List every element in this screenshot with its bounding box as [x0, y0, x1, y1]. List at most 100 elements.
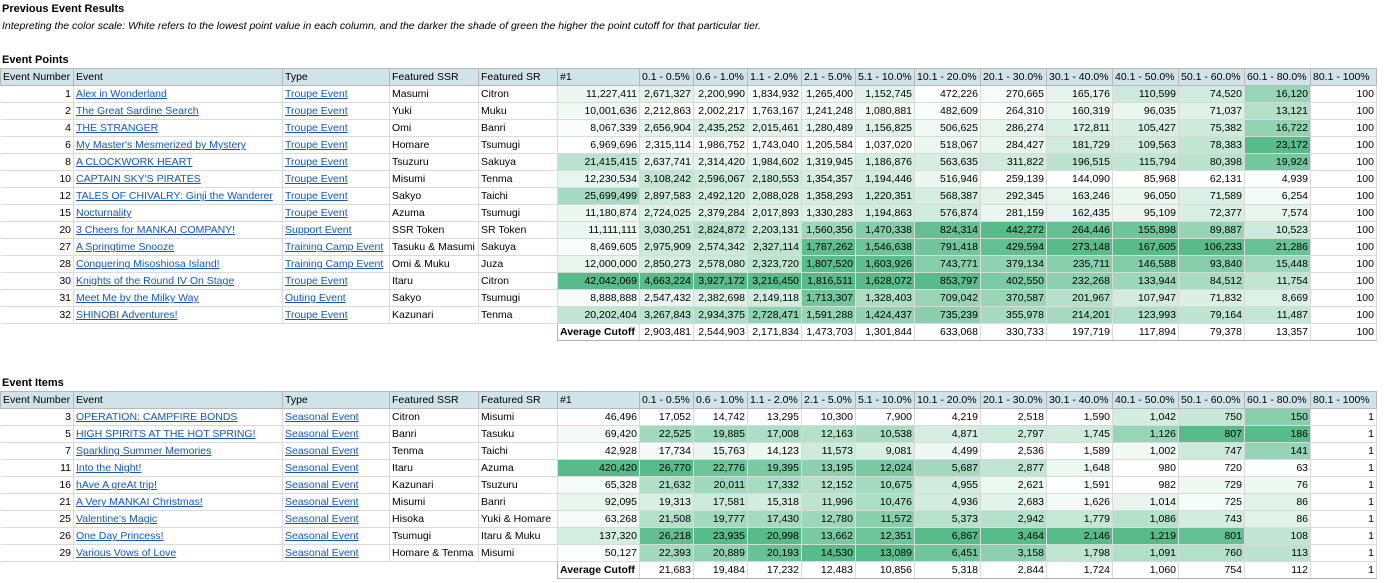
cutoff-cell[interactable]: 6,867 [914, 527, 981, 545]
event-link[interactable]: SHINOBI Adventures! [76, 309, 178, 321]
event-type-link[interactable]: Training Camp Event [285, 258, 384, 270]
event-type-cell[interactable]: Outing Event [282, 289, 390, 307]
cutoff-cell[interactable]: 123,993 [1112, 306, 1179, 324]
cutoff-cell[interactable]: 12,780 [801, 510, 856, 528]
event-link[interactable]: My Master's Mesmerized by Mystery [76, 139, 247, 151]
column-header-1-1-2-0[interactable]: 1.1 - 2.0% [747, 68, 802, 86]
cutoff-cell[interactable]: 21,508 [639, 510, 694, 528]
featured-sr-cell[interactable]: Yuki & Homare [478, 510, 558, 528]
featured-sr-cell[interactable]: Azuma [478, 459, 558, 477]
cutoff-cell[interactable]: 729 [1178, 476, 1245, 494]
column-header-40-1-50-0[interactable]: 40.1 - 50.0% [1112, 68, 1179, 86]
cutoff-cell[interactable]: 1,763,167 [747, 102, 802, 120]
event-type-link[interactable]: Troupe Event [285, 207, 348, 219]
cutoff-cell[interactable]: 2,671,327 [639, 85, 694, 103]
featured-sr-cell[interactable]: Banri [478, 493, 558, 511]
event-name-cell[interactable]: 3 Cheers for MANKAI COMPANY! [73, 221, 283, 239]
cutoff-cell[interactable]: 10,001,636 [557, 102, 640, 120]
featured-ssr-cell[interactable]: Hisoka [389, 510, 479, 528]
cutoff-cell[interactable]: 743 [1178, 510, 1245, 528]
event-name-cell[interactable]: Into the Night! [73, 459, 283, 477]
event-name-cell[interactable]: Knights of the Round IV On Stage [73, 272, 283, 290]
cutoff-cell[interactable]: 160,319 [1046, 102, 1113, 120]
event-type-cell[interactable]: Seasonal Event [282, 527, 390, 545]
cutoff-cell[interactable]: 1,470,338 [855, 221, 915, 239]
cutoff-cell[interactable]: 19,924 [1244, 153, 1311, 171]
cutoff-cell[interactable]: 13,295 [747, 408, 802, 426]
column-header-80-1-100[interactable]: 80.1 - 100% [1310, 68, 1377, 86]
column-header-featured-ssr[interactable]: Featured SSR [389, 391, 479, 409]
cutoff-cell[interactable]: 165,176 [1046, 85, 1113, 103]
event-name-cell[interactable]: My Master's Mesmerized by Mystery [73, 136, 283, 154]
featured-sr-cell[interactable]: Tenma [478, 306, 558, 324]
average-cutoff-cell[interactable]: 10,856 [855, 561, 915, 579]
column-header-event[interactable]: Event [73, 391, 283, 409]
cutoff-cell[interactable]: 1,591 [1046, 476, 1113, 494]
cutoff-cell[interactable]: 8,469,605 [557, 238, 640, 256]
cutoff-cell[interactable]: 96,035 [1112, 102, 1179, 120]
cutoff-cell[interactable]: 2,212,863 [639, 102, 694, 120]
cutoff-cell[interactable]: 11,487 [1244, 306, 1311, 324]
cutoff-cell[interactable]: 4,499 [914, 442, 981, 460]
featured-ssr-cell[interactable]: Tasuku & Masumi [389, 238, 479, 256]
cutoff-cell[interactable]: 1 [1310, 442, 1377, 460]
cutoff-cell[interactable]: 100 [1310, 272, 1377, 290]
cutoff-cell[interactable]: 2,942 [980, 510, 1047, 528]
cutoff-cell[interactable]: 100 [1310, 204, 1377, 222]
cutoff-cell[interactable]: 2,200,990 [693, 85, 748, 103]
event-type-link[interactable]: Support Event [285, 224, 352, 236]
cutoff-cell[interactable]: 22,776 [693, 459, 748, 477]
event-type-cell[interactable]: Troupe Event [282, 136, 390, 154]
average-cutoff-cell[interactable]: 1,724 [1046, 561, 1113, 579]
cutoff-cell[interactable]: 4,955 [914, 476, 981, 494]
event-name-cell[interactable]: Various Vows of Love [73, 544, 283, 562]
cutoff-cell[interactable]: 84,512 [1178, 272, 1245, 290]
cutoff-cell[interactable]: 167,605 [1112, 238, 1179, 256]
cutoff-cell[interactable]: 8,888,888 [557, 289, 640, 307]
event-number-cell[interactable]: 25 [0, 510, 74, 528]
event-name-cell[interactable]: OPERATION: CAMPFIRE BONDS [73, 408, 283, 426]
event-type-cell[interactable]: Seasonal Event [282, 476, 390, 494]
event-link[interactable]: Sparkling Summer Memories [76, 445, 212, 457]
cutoff-cell[interactable]: 1,590 [1046, 408, 1113, 426]
cutoff-cell[interactable]: 86 [1244, 493, 1311, 511]
average-cutoff-cell[interactable]: 1 [1310, 561, 1377, 579]
featured-ssr-cell[interactable]: Sakyo [389, 289, 479, 307]
event-number-cell[interactable]: 6 [0, 136, 74, 154]
cutoff-cell[interactable]: 17,008 [747, 425, 802, 443]
cutoff-cell[interactable]: 4,939 [1244, 170, 1311, 188]
column-header-0-6-1-0[interactable]: 0.6 - 1.0% [693, 391, 748, 409]
featured-sr-cell[interactable]: Misumi [478, 408, 558, 426]
cutoff-cell[interactable]: 2,327,114 [747, 238, 802, 256]
cutoff-cell[interactable]: 100 [1310, 289, 1377, 307]
cutoff-cell[interactable]: 1,280,489 [801, 119, 856, 137]
featured-sr-cell[interactable]: SR Token [478, 221, 558, 239]
column-header-50-1-60-0[interactable]: 50.1 - 60.0% [1178, 68, 1245, 86]
cutoff-cell[interactable]: 1,626 [1046, 493, 1113, 511]
cutoff-cell[interactable]: 1,798 [1046, 544, 1113, 562]
cutoff-cell[interactable]: 89,887 [1178, 221, 1245, 239]
featured-ssr-cell[interactable]: Kazunari [389, 306, 479, 324]
cutoff-cell[interactable]: 1,713,307 [801, 289, 856, 307]
event-name-cell[interactable]: Valentine's Magic [73, 510, 283, 528]
event-number-cell[interactable]: 15 [0, 204, 74, 222]
cutoff-cell[interactable]: 1,219 [1112, 527, 1179, 545]
cutoff-cell[interactable]: 3,464 [980, 527, 1047, 545]
cutoff-cell[interactable]: 379,134 [980, 255, 1047, 273]
event-link[interactable]: TALES OF CHIVALRY: Ginji the Wanderer [76, 190, 273, 202]
featured-sr-cell[interactable]: Tasuku [478, 425, 558, 443]
cutoff-cell[interactable]: 1,834,932 [747, 85, 802, 103]
column-header-60-1-80-0[interactable]: 60.1 - 80.0% [1244, 68, 1311, 86]
cutoff-cell[interactable]: 92,095 [557, 493, 640, 511]
cutoff-cell[interactable]: 2,877 [980, 459, 1047, 477]
cutoff-cell[interactable]: 20,889 [693, 544, 748, 562]
cutoff-cell[interactable]: 264,310 [980, 102, 1047, 120]
cutoff-cell[interactable]: 2,934,375 [693, 306, 748, 324]
cutoff-cell[interactable]: 2,379,284 [693, 204, 748, 222]
cutoff-cell[interactable]: 21,415,415 [557, 153, 640, 171]
column-header-2-1-5-0[interactable]: 2.1 - 5.0% [801, 68, 856, 86]
cutoff-cell[interactable]: 109,563 [1112, 136, 1179, 154]
average-cutoff-cell[interactable]: 1,060 [1112, 561, 1179, 579]
event-type-link[interactable]: Seasonal Event [285, 462, 359, 474]
column-header-featured-sr[interactable]: Featured SR [478, 68, 558, 86]
